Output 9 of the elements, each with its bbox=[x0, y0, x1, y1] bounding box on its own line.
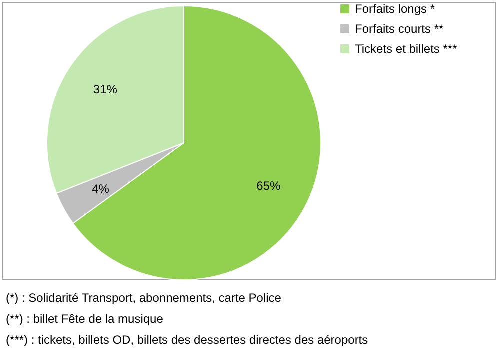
legend-label: Tickets et billets *** bbox=[355, 42, 458, 56]
text: (***) : tickets, billets OD, billets des dessertes directes des aéroports bbox=[6, 332, 368, 349]
data-label: 31% bbox=[93, 82, 118, 97]
data-label: 4% bbox=[92, 182, 110, 196]
legend-label: Forfaits courts ** bbox=[355, 22, 444, 36]
text: (**) : billet Fête de la musique bbox=[6, 311, 164, 328]
legend-label: Forfaits longs * bbox=[355, 2, 436, 16]
text: (*) : Solidarité Transport, abonnements, carte Police bbox=[6, 290, 282, 307]
data-label: 65% bbox=[256, 179, 281, 194]
